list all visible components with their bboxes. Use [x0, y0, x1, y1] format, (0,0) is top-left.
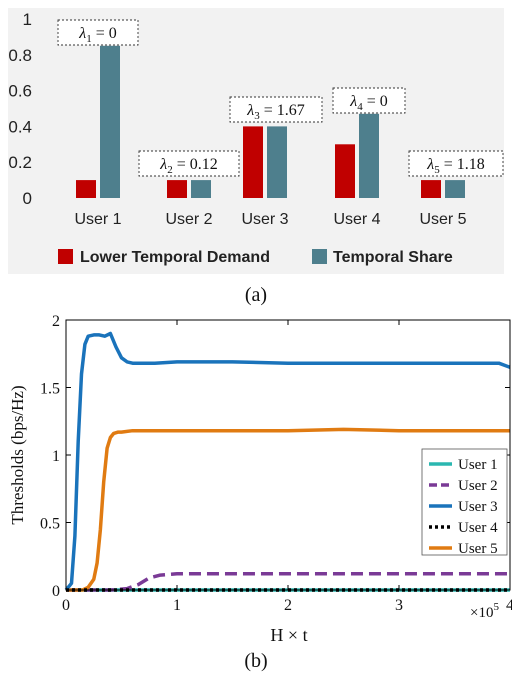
panel-b-label: (b): [244, 650, 268, 672]
legend-label-user-5: User 5: [458, 541, 498, 557]
bar-share-3: [267, 126, 287, 198]
y-tick-label: 1: [23, 10, 32, 29]
lambda-annotation-5: λ5 = 1.18: [408, 150, 504, 177]
bar-share-2: [191, 180, 211, 198]
lambda-annotation-1: λ1 = 0: [57, 19, 139, 46]
x-tick-label: User 4: [333, 211, 380, 228]
y-tick-label: 0.8: [8, 46, 32, 65]
line-chart-x-label: H × t: [270, 625, 307, 645]
bar-demand-1: [76, 180, 96, 198]
y-tick-label: 0.2: [8, 153, 32, 172]
y-tick-label: 0.6: [8, 82, 32, 101]
series-line-user-3: [64, 331, 511, 592]
x-tick-label: User 2: [165, 211, 212, 228]
panel-a-label: (a): [244, 284, 268, 306]
bar-demand-5: [421, 180, 441, 198]
y-tick-label: 0.5: [40, 516, 60, 533]
legend-label-user-1: User 1: [458, 457, 498, 473]
bar-chart: 0 0.2 0.4 0.6 0.8 1 User 1 User 2 User 3 User 4 U…: [8, 8, 504, 274]
x-tick-label: User 3: [241, 211, 288, 228]
legend-label-share: Temporal Share: [333, 249, 453, 266]
x-tick-label: 4: [506, 597, 512, 614]
x-tick-label: 3: [395, 597, 403, 614]
svg-text:λ5 = 1.18: λ5 = 1.18: [426, 156, 484, 176]
lambda-annotation-3: λ3 = 1.67: [229, 96, 323, 123]
legend-label-demand: Lower Temporal Demand: [80, 249, 270, 266]
y-tick-label: 0.4: [8, 117, 32, 136]
lambda-annotation-4: λ4 = 0: [332, 87, 406, 114]
bar-share-1: [100, 45, 120, 198]
legend-swatch-demand: [58, 249, 73, 264]
line-chart-plot-frame: [65, 319, 511, 591]
bar-demand-3: [243, 126, 263, 198]
bar-chart-legend: Lower Temporal Demand Temporal Share: [58, 249, 453, 266]
svg-text:λ3 = 1.67: λ3 = 1.67: [246, 102, 304, 122]
bar-share-4: [359, 113, 379, 198]
legend-swatch-share: [312, 249, 327, 264]
line-chart-y-label: Thresholds (bps/Hz): [8, 385, 27, 524]
x-tick-label: User 5: [419, 211, 466, 228]
line-chart-x-exponent: ×105: [470, 601, 499, 621]
bar-share-5: [445, 180, 465, 198]
bar-demand-2: [167, 180, 187, 198]
x-tick-label: 0: [62, 597, 70, 614]
legend-label-user-2: User 2: [458, 478, 498, 494]
lambda-annotation-2: λ2 = 0.12: [138, 150, 240, 177]
series-line-user-2: [66, 572, 510, 592]
y-tick-label: 0: [23, 189, 32, 208]
y-tick-label: 0: [52, 583, 60, 600]
x-tick-label: 1: [173, 597, 181, 614]
y-tick-label: 2: [52, 313, 60, 330]
x-tick-label: User 1: [74, 211, 121, 228]
x-tick-label: 2: [284, 597, 292, 614]
series-line-user-5: [66, 427, 510, 592]
svg-text:λ4 = 0: λ4 = 0: [349, 93, 387, 113]
y-tick-label: 1.5: [40, 381, 60, 398]
line-chart-legend: User 1 User 2 User 3 User 4 User 5: [421, 448, 508, 557]
legend-label-user-3: User 3: [458, 499, 498, 515]
svg-text:λ1 = 0: λ1 = 0: [78, 25, 116, 45]
legend-label-user-4: User 4: [458, 520, 498, 536]
y-tick-label: 1: [52, 448, 60, 465]
bar-demand-4: [335, 144, 355, 198]
svg-text:λ2 = 0.12: λ2 = 0.12: [159, 156, 217, 176]
